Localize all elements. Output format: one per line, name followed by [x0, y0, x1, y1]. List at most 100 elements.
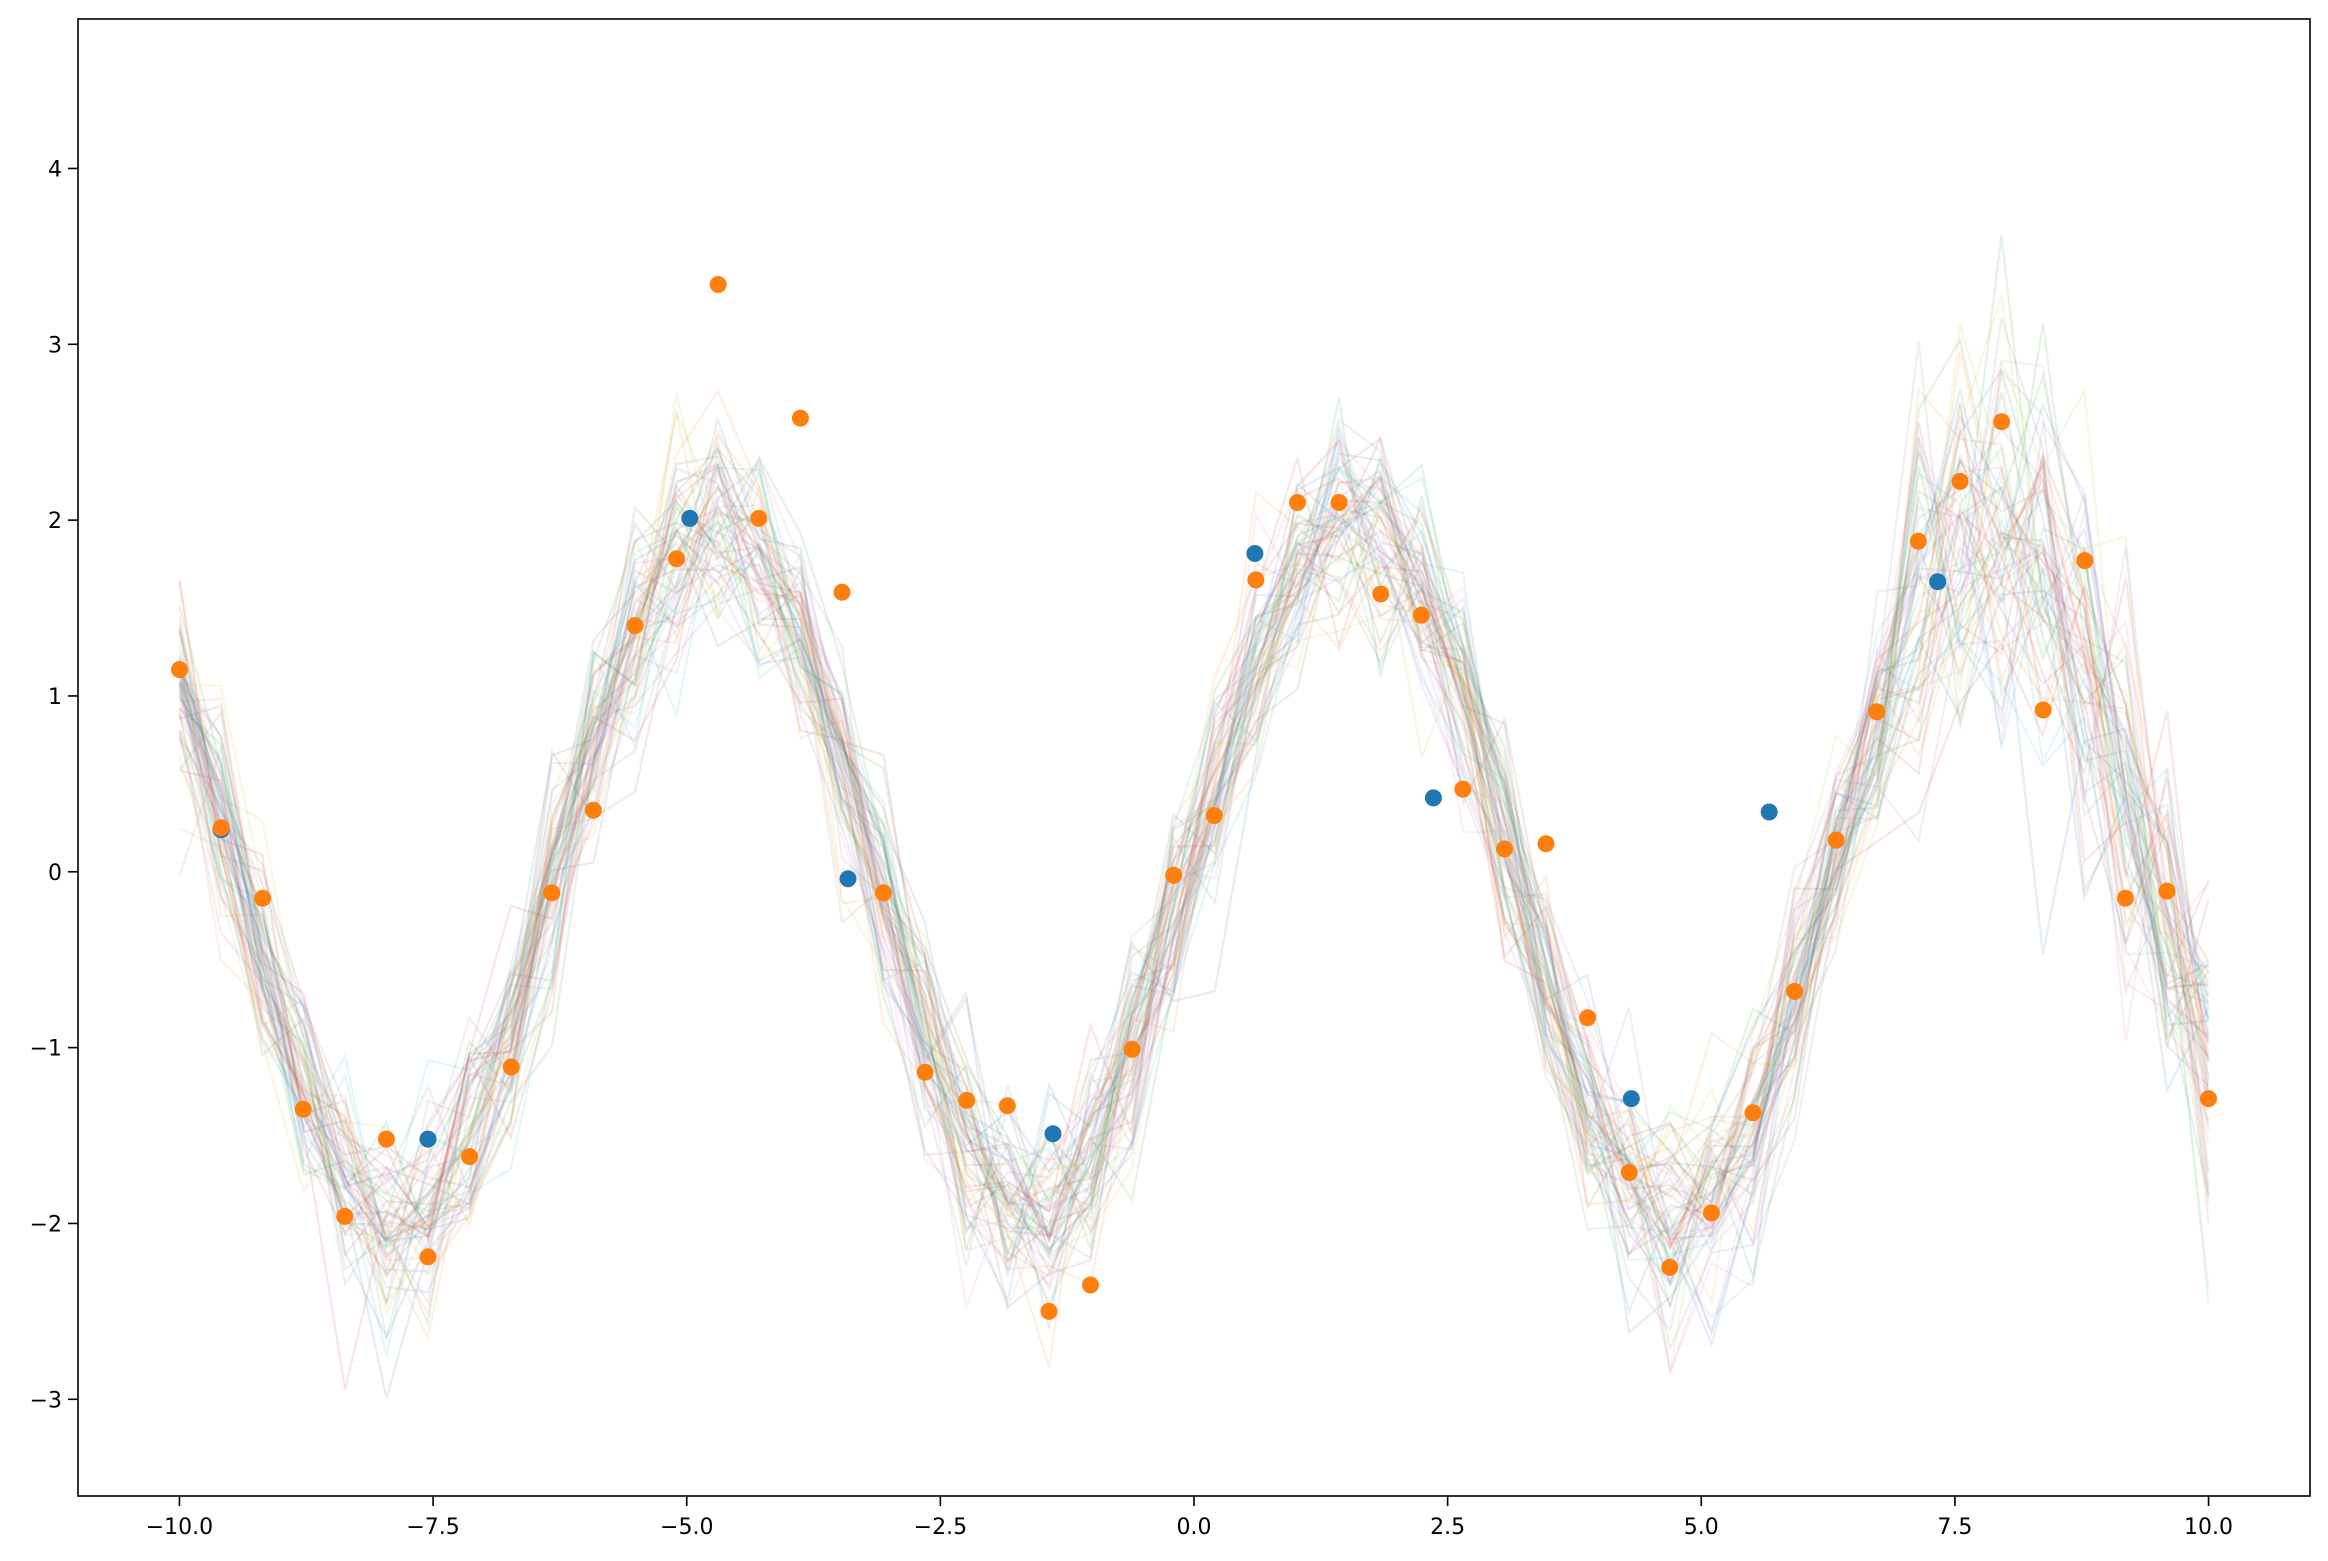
data-point-series-1	[839, 870, 857, 888]
data-point-series-2	[1454, 780, 1472, 798]
data-point-series-1	[1929, 573, 1947, 591]
sample-curves	[178, 234, 2210, 1399]
data-point-series-2	[1620, 1164, 1638, 1181]
data-point-series-2	[1040, 1302, 1058, 1320]
data-point-series-2	[2200, 1090, 2217, 1108]
sample-curve	[178, 401, 2210, 1399]
data-point-series-2	[1165, 866, 1183, 884]
x-tick-label: −10.0	[146, 1515, 213, 1540]
x-tick-label: 0.0	[1177, 1515, 1212, 1540]
x-tick-label: −7.5	[406, 1515, 459, 1540]
data-point-series-2	[958, 1091, 976, 1109]
sample-curve	[178, 336, 2210, 1249]
sample-curve	[178, 526, 2210, 1251]
data-point-series-2	[1496, 840, 1513, 858]
sample-curve	[178, 294, 2210, 1317]
data-point-series-2	[584, 801, 602, 819]
data-point-series-2	[626, 617, 644, 635]
sample-curve	[178, 359, 2210, 1273]
x-tick-label: 2.5	[1430, 1515, 1465, 1540]
data-point-series-2	[1786, 982, 1804, 1000]
data-point-series-2	[1661, 1258, 1679, 1276]
sample-curve	[178, 436, 2210, 1312]
data-point-series-2	[1827, 831, 1845, 849]
sample-curve	[178, 438, 2210, 1373]
sample-curve	[178, 387, 2210, 1261]
data-point-series-2	[171, 661, 188, 679]
sample-curve	[178, 445, 2210, 1390]
data-point-series-2	[1123, 1040, 1141, 1058]
data-point-series-2	[668, 550, 686, 568]
data-point-series-2	[1993, 413, 2011, 431]
sample-curve	[179, 436, 2210, 1309]
data-point-series-2	[833, 583, 851, 601]
sample-curve	[178, 408, 2210, 1371]
sample-curve	[178, 466, 2210, 1377]
data-point-series-2	[1412, 606, 1430, 624]
sample-curve	[178, 421, 2210, 1306]
y-tick-label: 2	[48, 509, 62, 534]
sample-curve	[178, 452, 2210, 1349]
sample-curve	[178, 434, 2210, 1244]
x-tick-label: −2.5	[914, 1515, 967, 1540]
data-point-series-2	[419, 1248, 437, 1266]
sample-curve	[178, 323, 2210, 1328]
y-tick-label: −1	[30, 1037, 62, 1062]
sample-curve	[178, 465, 2210, 1265]
sample-curve	[178, 484, 2210, 1333]
data-point-series-1	[1760, 803, 1778, 821]
sample-curve	[178, 367, 2210, 1329]
data-points	[171, 276, 2217, 1320]
x-tick-label: 5.0	[1684, 1515, 1719, 1540]
sample-curve	[178, 402, 2210, 1252]
y-tick-label: 0	[48, 861, 62, 886]
data-point-series-2	[1951, 472, 1969, 490]
data-point-series-1	[1622, 1090, 1640, 1108]
sample-curve	[178, 323, 2210, 1306]
sample-curve	[178, 438, 2210, 1308]
data-point-series-1	[1246, 545, 1264, 562]
data-point-series-2	[1909, 532, 1927, 550]
sample-curve	[178, 452, 2210, 1242]
data-point-series-2	[750, 509, 768, 527]
sample-curve	[178, 459, 2210, 1288]
data-point-series-2	[1372, 585, 1390, 603]
data-point-series-2	[916, 1063, 934, 1081]
data-point-series-2	[791, 409, 809, 427]
data-point-series-2	[461, 1148, 479, 1166]
sample-curve	[178, 464, 2210, 1249]
sample-curve	[178, 471, 2210, 1274]
sample-curve	[178, 457, 2210, 1310]
sample-curve	[178, 447, 2210, 1311]
data-point-series-2	[294, 1100, 312, 1118]
data-point-series-2	[1868, 703, 1886, 721]
data-point-series-2	[543, 884, 561, 902]
data-point-series-2	[2116, 889, 2134, 907]
sample-curve	[178, 446, 2210, 1352]
data-point-series-2	[1205, 807, 1223, 824]
data-point-series-2	[1247, 571, 1265, 589]
y-tick-label: 1	[48, 685, 62, 710]
data-point-series-2	[254, 889, 272, 907]
data-point-series-2	[1744, 1104, 1762, 1122]
sample-curve	[179, 360, 2210, 1250]
data-point-series-2	[998, 1097, 1016, 1115]
sample-curve	[178, 459, 2210, 1288]
sample-curve	[178, 464, 2210, 1263]
y-tick-label: 3	[48, 333, 62, 358]
sample-curve	[178, 318, 2210, 1310]
data-point-series-2	[1330, 494, 1348, 511]
sample-curve	[178, 422, 2209, 1251]
y-tick-label: 4	[48, 157, 62, 182]
sample-curve	[178, 234, 2210, 1316]
data-point-series-2	[502, 1058, 520, 1076]
y-axis: −3 −2 −1 0 1 2 3 4	[30, 157, 78, 1413]
data-point-series-2	[2034, 701, 2052, 719]
x-tick-label: 10.0	[2184, 1515, 2233, 1540]
sample-curve	[178, 413, 2210, 1335]
sample-curve	[178, 372, 2210, 1255]
sample-curve	[178, 513, 2210, 1319]
data-point-series-2	[2158, 882, 2176, 900]
y-tick-label: −2	[30, 1212, 62, 1237]
data-point-series-1	[419, 1130, 437, 1148]
